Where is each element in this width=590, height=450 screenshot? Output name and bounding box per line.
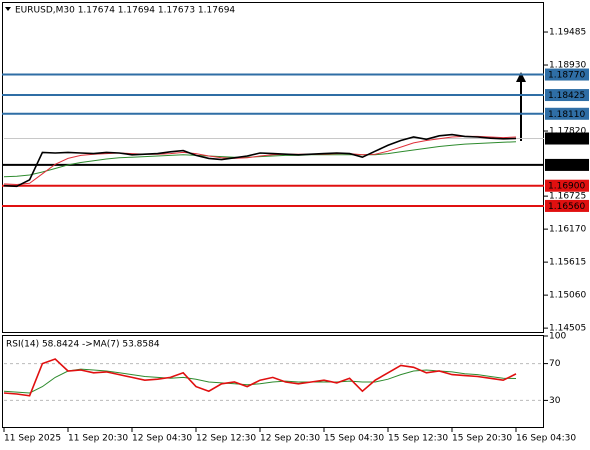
y-tick-label: 70 [549, 359, 561, 369]
y-tick-label: 1.16170 [549, 225, 586, 235]
rsi-title: RSI(14) 58.8424 ->MA(7) 53.8584 [6, 340, 160, 350]
x-tick-label: 11 Sep 2025 [4, 434, 61, 444]
y-tick-label: 1.14505 [549, 324, 586, 334]
level-tag [545, 68, 589, 81]
y-tick-label: 100 [549, 332, 566, 342]
chart-title: EURUSD,M30 1.17674 1.17694 1.17673 1.176… [15, 6, 235, 16]
level-label: 1.17250 [548, 161, 585, 171]
level-tag [545, 199, 589, 212]
series-line [3, 358, 517, 397]
collapse-icon[interactable] [5, 7, 11, 11]
level-tag [545, 158, 589, 171]
y-tick-label: 1.15615 [549, 258, 586, 268]
current-price-tag [545, 132, 589, 145]
level-tag [545, 107, 589, 120]
x-tick-label: 12 Sep 12:30 [196, 434, 256, 444]
x-tick-label: 15 Sep 04:30 [324, 434, 384, 444]
x-tick-label: 11 Sep 20:30 [68, 434, 128, 444]
y-tick-label: 1.16725 [549, 192, 586, 202]
y-tick-label: 1.19485 [549, 28, 586, 38]
series-line [3, 135, 517, 186]
level-label: 1.16560 [548, 202, 585, 212]
y-tick-label: 1.15060 [549, 291, 586, 301]
y-tick-label: 1.18930 [549, 61, 586, 71]
x-tick-label: 12 Sep 04:30 [132, 434, 192, 444]
level-tag [545, 89, 589, 102]
series-line [3, 133, 517, 188]
level-label: 1.18770 [548, 71, 585, 81]
x-tick-label: 15 Sep 20:30 [452, 434, 512, 444]
x-tick-label: 16 Sep 04:30 [516, 434, 576, 444]
x-tick-label: 15 Sep 12:30 [388, 434, 448, 444]
arrow-head [516, 72, 526, 82]
x-tick-label: 12 Sep 20:30 [260, 434, 320, 444]
level-label: 1.18425 [548, 91, 585, 101]
current-price-label: 1.17694 [548, 135, 585, 145]
level-label: 1.18110 [548, 110, 585, 120]
rsi-frame [2, 335, 544, 428]
y-tick-label: 30 [549, 396, 561, 406]
series-line [3, 141, 517, 178]
main-frame [2, 2, 544, 333]
series-line [3, 368, 517, 394]
level-tag [545, 179, 589, 192]
y-tick-label: 1.17820 [549, 127, 586, 137]
level-label: 1.16900 [548, 182, 585, 192]
